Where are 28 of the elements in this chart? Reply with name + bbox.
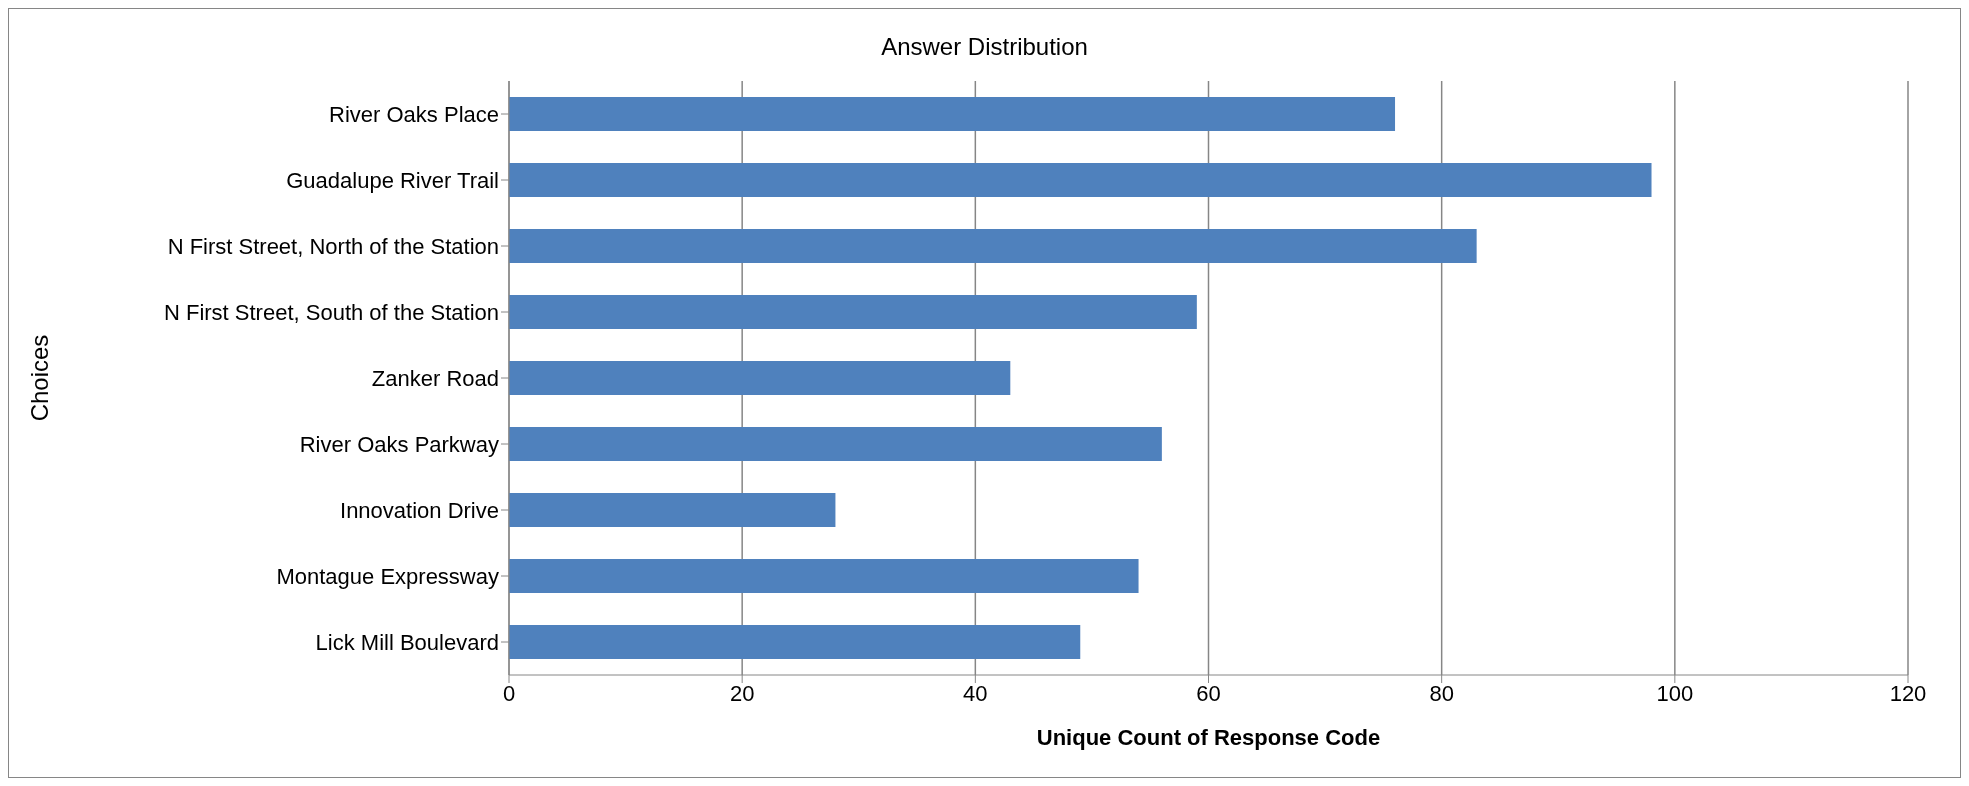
- chart-title: Answer Distribution: [880, 33, 1089, 61]
- bar: [509, 625, 1081, 659]
- bar: [509, 229, 1477, 263]
- x-tick-label: 100: [1656, 680, 1694, 706]
- x-axis-title: Unique Count of Response Code: [1036, 725, 1381, 750]
- y-tick-label: Innovation Drive: [340, 497, 499, 523]
- y-tick-label: River Oaks Parkway: [299, 431, 499, 457]
- bar: [509, 97, 1396, 131]
- x-tick-label: 40: [963, 680, 988, 706]
- y-tick-label: Lick Mill Boulevard: [315, 629, 499, 655]
- bar: [509, 559, 1139, 593]
- y-tick-label: Zanker Road: [371, 365, 499, 391]
- x-tick-label: 0: [502, 680, 516, 706]
- y-tick-label: Montague Expressway: [276, 563, 499, 589]
- x-tick-label: 60: [1196, 680, 1221, 706]
- bar: [509, 295, 1197, 329]
- y-axis-title: Choices: [25, 334, 53, 422]
- x-tick-label: 80: [1429, 680, 1454, 706]
- x-tick-label: 20: [729, 680, 755, 706]
- y-tick-label: River Oaks Place: [329, 101, 499, 127]
- bar: [509, 361, 1011, 395]
- bar: [509, 493, 836, 527]
- x-tick-label: 120: [1889, 680, 1927, 706]
- bar: [509, 163, 1652, 197]
- y-tick-label: N First Street, North of the Station: [167, 233, 499, 259]
- y-tick-label: N First Street, South of the Station: [163, 299, 499, 325]
- y-tick-label: Guadalupe River Trail: [286, 167, 499, 193]
- bar: [509, 427, 1162, 461]
